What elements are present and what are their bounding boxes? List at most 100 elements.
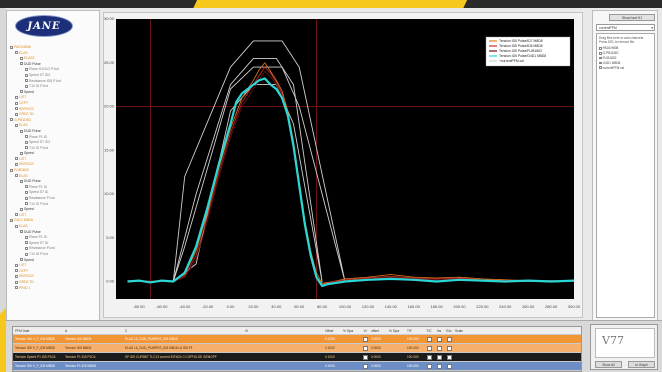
expand-icon[interactable]: [10, 219, 13, 223]
expand-icon[interactable]: [20, 230, 23, 234]
checkbox-icon[interactable]: [436, 363, 442, 369]
tree-item[interactable]: Speed ST ID: [10, 241, 98, 247]
chart-area[interactable]: 0.00 5.00 10.00 15.00 20.00 25.00 30.00 -80.00 -…: [103, 12, 583, 318]
tree-item[interactable]: Speed: [10, 151, 98, 157]
grid-checkbox[interactable]: [423, 336, 433, 342]
grid-checkbox[interactable]: [433, 336, 443, 342]
checkbox-icon[interactable]: [362, 363, 368, 369]
grid-cell[interactable]: 0.0000: [371, 355, 381, 359]
expand-icon[interactable]: [25, 191, 28, 195]
grid-cell[interactable]: 0.1000: [325, 364, 335, 368]
tree-item[interactable]: LIST: [10, 213, 98, 219]
expand-icon[interactable]: [25, 146, 28, 150]
expand-icon[interactable]: [15, 224, 18, 228]
expand-icon[interactable]: [15, 274, 18, 278]
tree-item[interactable]: Speed: [10, 90, 98, 96]
grid-cell[interactable]: Tension P1 ID5 P1D4: [65, 355, 96, 359]
expand-icon[interactable]: [10, 118, 13, 122]
expand-icon[interactable]: [25, 202, 28, 206]
grid-cell[interactable]: SP ID5 CUR5B7 TLC13 current IDF4D4 Ci CI…: [125, 355, 217, 359]
tree-item[interactable]: LIST: [10, 157, 98, 163]
expand-icon[interactable]: [15, 112, 18, 116]
expand-icon[interactable]: [20, 258, 23, 262]
grid-cell[interactable]: Tension ID5 V_F_ID5 M8D8: [15, 346, 55, 350]
expand-icon[interactable]: [25, 135, 28, 139]
grid-cell[interactable]: 0.0000: [371, 346, 381, 350]
expand-icon[interactable]: [25, 73, 28, 77]
tree-item[interactable]: CEPT: [10, 269, 98, 275]
tree-item[interactable]: PAD1H808: [10, 45, 98, 51]
expand-icon[interactable]: [15, 286, 18, 290]
expand-icon[interactable]: [15, 101, 18, 105]
tree-item[interactable]: Speed ST ID: [10, 190, 98, 196]
tree-item[interactable]: T10 ID P1nd: [10, 146, 98, 152]
checkbox-icon[interactable]: [426, 336, 432, 342]
file-list-item[interactable]: G4D1 M8D8: [599, 61, 652, 66]
checkbox-icon[interactable]: [446, 336, 452, 342]
tree-item[interactable]: T10 ID P1nd: [10, 202, 98, 208]
grid-checkbox[interactable]: [359, 345, 369, 351]
tree-item[interactable]: GRD2 TD: [10, 112, 98, 118]
tree-item[interactable]: ELAS: [10, 123, 98, 129]
tree-item[interactable]: LIST: [10, 263, 98, 269]
expand-icon[interactable]: [25, 185, 28, 189]
grid-cell[interactable]: Tension P1 ID5 M8D8: [65, 364, 97, 368]
expand-icon[interactable]: [15, 213, 18, 217]
tree-item[interactable]: ELAS: [10, 51, 98, 57]
file-list-item[interactable]: G-PB1D6D: [599, 51, 652, 56]
expand-icon[interactable]: [25, 196, 28, 200]
grid-cell[interactable]: Tension ID5 M8D8: [65, 346, 92, 350]
grid-checkbox[interactable]: [423, 363, 433, 369]
file-select[interactable]: currentPFM ▾: [596, 24, 655, 31]
checkbox-icon[interactable]: [446, 363, 452, 369]
grid-checkbox[interactable]: [433, 354, 443, 360]
expand-icon[interactable]: [15, 157, 18, 161]
checkbox-icon[interactable]: [446, 345, 452, 351]
grid-checkbox[interactable]: [443, 354, 453, 360]
expand-icon[interactable]: [15, 95, 18, 99]
checkbox-icon[interactable]: [436, 354, 442, 360]
file-list-item[interactable]: PAD1H808: [599, 46, 652, 51]
grid-cell[interactable]: 100.000: [407, 355, 419, 359]
grid-cell[interactable]: Tension ID5 V_F_ID5 M8D8: [15, 337, 55, 341]
file-list-item[interactable]: FLIB1802: [599, 56, 652, 61]
expand-icon[interactable]: [15, 107, 18, 111]
tree-item[interactable]: Speed: [10, 207, 98, 213]
grid-row[interactable]: Tension ID5 V_F_ID5 M8D8 Tension ID5 M8D8…: [13, 344, 581, 353]
expand-icon[interactable]: [25, 140, 28, 144]
grid-cell[interactable]: ELAS L6_DUD_PUMPES_ID5 M8D8 L6 ID5 P1: [125, 346, 193, 350]
grid-row[interactable]: Tension Speed P1 ID5 P1D4 Tension P1 ID5 …: [13, 353, 581, 362]
tree-item[interactable]: Plane P1 ID: [10, 185, 98, 191]
expand-icon[interactable]: [25, 235, 28, 239]
grid-cell[interactable]: ELAS L6_DUD_PUMPES_ID5 M8D8: [125, 337, 178, 341]
checkbox-icon[interactable]: [362, 336, 368, 342]
grid-checkbox[interactable]: [423, 345, 433, 351]
checkbox-icon[interactable]: [426, 345, 432, 351]
expand-icon[interactable]: [15, 123, 18, 127]
checkbox-icon[interactable]: [436, 336, 442, 342]
grid-cell[interactable]: Tension Speed P1 ID5 P1D4: [15, 355, 56, 359]
expand-icon[interactable]: [15, 280, 18, 284]
tree-item[interactable]: CEPT: [10, 101, 98, 107]
tree-item[interactable]: DUD Pulse: [10, 62, 98, 68]
grid-cell[interactable]: 100.000: [407, 346, 419, 350]
tree-item[interactable]: G4D1 M8D8: [10, 218, 98, 224]
grid-cell[interactable]: 100.000: [407, 337, 419, 341]
expand-icon[interactable]: [25, 84, 28, 88]
grid-checkbox[interactable]: [359, 336, 369, 342]
tree-item[interactable]: Resistance P1nd: [10, 196, 98, 202]
checkbox-icon[interactable]: [436, 345, 442, 351]
expand-icon[interactable]: [25, 241, 28, 245]
tree-item[interactable]: ELAS2: [10, 56, 98, 62]
show-all-button[interactable]: Show All: [595, 361, 622, 368]
expand-icon[interactable]: [25, 67, 28, 71]
expand-icon[interactable]: [10, 168, 13, 172]
tree-item[interactable]: Speed ST ID2: [10, 73, 98, 79]
tree-item[interactable]: GRD2 TD: [10, 280, 98, 286]
grid-row[interactable]: Tension ID5 V_F_ID5 M8D8 Tension ID5 M8D8…: [13, 335, 581, 344]
tree-item[interactable]: SERVICE: [10, 107, 98, 113]
expand-icon[interactable]: [20, 179, 23, 183]
grid-checkbox[interactable]: [359, 363, 369, 369]
tree-item[interactable]: Speed ST ID2: [10, 140, 98, 146]
checkbox-icon[interactable]: [446, 354, 452, 360]
